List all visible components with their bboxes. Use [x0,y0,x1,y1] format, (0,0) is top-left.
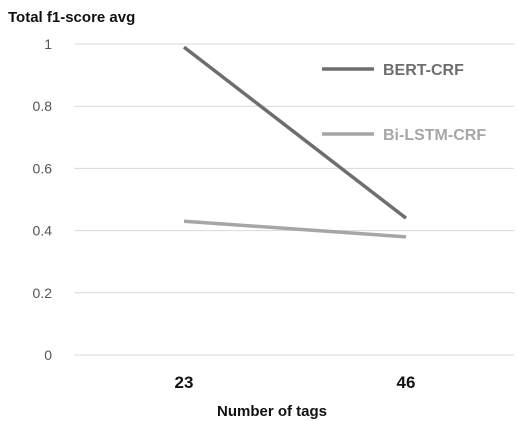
y-tick-label: 0.4 [33,223,53,239]
y-tick-label: 0.6 [33,160,53,176]
x-axis-label: Number of tags [217,403,327,420]
legend: BERT-CRF Bi-LSTM-CRF [322,62,486,144]
x-tick-label: 23 [175,373,194,392]
y-tick-label: 1 [44,36,52,52]
x-axis-ticks: 23 46 [175,373,416,392]
y-tick-label: 0 [44,347,52,363]
x-tick-label: 46 [397,373,416,392]
legend-label: BERT-CRF [383,62,464,79]
y-tick-label: 0.8 [33,98,53,114]
y-axis-ticks: 0 0.2 0.4 0.6 0.8 1 [33,36,53,363]
series-lines [182,45,408,239]
series-line [183,219,407,239]
y-tick-label: 0.2 [33,285,53,301]
gridlines [74,43,514,356]
chart-title: Total f1-score avg [8,9,135,26]
legend-label: Bi-LSTM-CRF [383,127,486,144]
series-line [182,45,408,220]
